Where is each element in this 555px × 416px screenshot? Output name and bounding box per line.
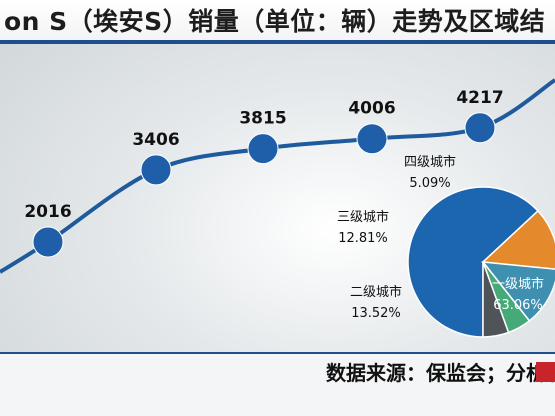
value-label: 4217: [456, 88, 503, 108]
footer: [0, 354, 555, 416]
value-label: 4006: [348, 99, 395, 119]
pie-label: 四级城市: [404, 154, 456, 170]
pie-slice: [481, 261, 555, 322]
pie-value-label: 63.06%: [493, 298, 543, 313]
pie-slice: [482, 261, 510, 338]
sales-point-9月: [356, 123, 388, 155]
sales-point-10月: [464, 112, 496, 144]
value-label: 2016: [24, 202, 71, 222]
pie-value-label: 12.81%: [338, 231, 388, 246]
footer-divider: [0, 352, 555, 354]
pie-label: 一级城市: [492, 276, 544, 292]
title-divider: [0, 40, 555, 44]
sales-point-8月: [247, 133, 279, 165]
pie-label: 二级城市: [350, 284, 402, 300]
value-label: 3815: [239, 109, 286, 129]
logo-mark: [536, 362, 555, 382]
title-bar: [0, 0, 555, 40]
sales-point-6月: [32, 226, 64, 258]
chart-title: on S（埃安S）销量（单位：辆）走势及区域结: [4, 7, 546, 36]
pie-value-label: 5.09%: [409, 176, 450, 191]
value-label: 3406: [132, 130, 179, 150]
sales-point-7月: [140, 154, 172, 186]
pie-value-label: 13.52%: [351, 306, 401, 321]
data-source: 数据来源：保监会；分析制: [326, 361, 555, 385]
pie-slice: [481, 209, 555, 270]
pie-label: 三级城市: [337, 209, 389, 225]
pie-slice: [407, 186, 539, 338]
